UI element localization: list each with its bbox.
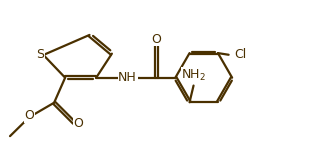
Text: O: O bbox=[73, 117, 84, 130]
Text: NH$_2$: NH$_2$ bbox=[181, 68, 206, 83]
Text: S: S bbox=[36, 48, 44, 61]
Text: O: O bbox=[151, 33, 161, 46]
Text: Cl: Cl bbox=[234, 48, 246, 61]
Text: NH: NH bbox=[118, 71, 137, 84]
Text: O: O bbox=[24, 109, 34, 122]
